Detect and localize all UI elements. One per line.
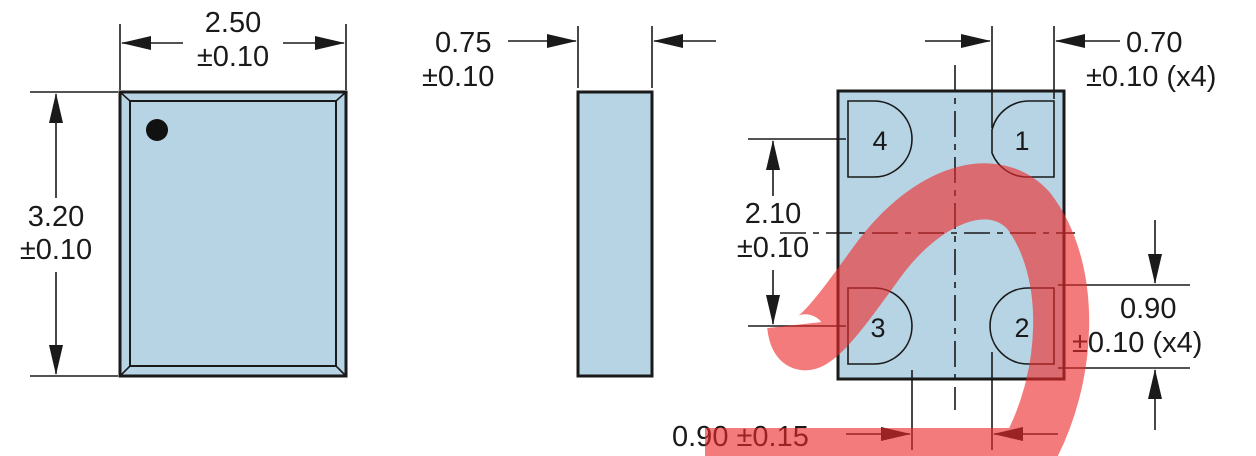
pad-label: 3 [870, 313, 885, 343]
arrow-right-icon [961, 34, 991, 48]
arrow-up-icon [1148, 369, 1162, 399]
side-view: 0.75 ±0.10 [422, 26, 716, 378]
top-view: 2.50 ±0.10 3.20 ±0.10 [20, 7, 348, 378]
arrow-left-icon [653, 34, 683, 48]
side-thickness-value: 0.75 [435, 27, 491, 59]
pad-label: 2 [1014, 313, 1029, 343]
pitch-value: 2.10 [745, 198, 801, 230]
pad-4 [847, 100, 913, 178]
pad-width-tolerance: ±0.10 (x4) [1086, 61, 1216, 93]
arrow-right-icon [315, 36, 345, 50]
pad-width-value: 0.70 [1126, 27, 1182, 59]
arrow-down-icon [1148, 254, 1162, 284]
arrow-up-icon [766, 140, 780, 170]
side-thickness-tolerance: ±0.10 [422, 61, 494, 93]
top-width-value: 2.50 [205, 7, 261, 39]
side-view-body [576, 90, 654, 378]
bevel-line [119, 365, 131, 377]
arrow-down-icon [49, 345, 63, 375]
pad-height-tolerance: ±0.10 (x4) [1072, 327, 1202, 359]
bevel-line [335, 91, 347, 102]
pin1-dot-icon [146, 119, 168, 141]
top-width-tolerance: ±0.10 [197, 41, 269, 73]
arrow-right-icon [547, 34, 577, 48]
bottom-view: 4 1 3 2 0.70 ±0.10 (x4) 2.10 ±0.10 0.90 … [672, 26, 1216, 453]
arrow-down-icon [766, 295, 780, 325]
pitch-tolerance: ±0.10 [737, 232, 809, 264]
pad-label: 1 [1014, 126, 1029, 156]
top-height-value: 3.20 [28, 201, 84, 233]
bevel-line [119, 91, 131, 102]
red-slash-watermark-icon [705, 163, 1090, 456]
bevel-line [335, 365, 347, 377]
arrow-left-icon [121, 36, 151, 50]
arrow-left-icon [1055, 34, 1085, 48]
arrow-up-icon [49, 93, 63, 123]
pad-label: 4 [872, 126, 887, 156]
top-height-tolerance: ±0.10 [20, 234, 92, 266]
pad-2 [989, 287, 1055, 365]
pad-height-value: 0.90 [1120, 293, 1176, 325]
top-view-body-inner [129, 100, 337, 367]
